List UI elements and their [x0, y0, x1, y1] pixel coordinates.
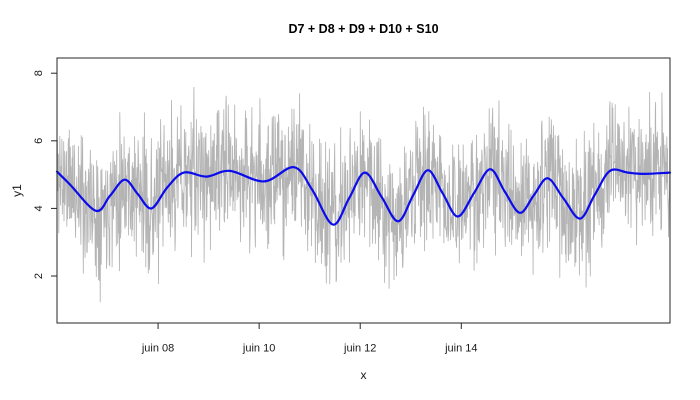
- chart-title: D7 + D8 + D9 + D10 + S10: [288, 22, 438, 36]
- smooth-series-line: [55, 166, 672, 226]
- x-axis: juin 08 juin 10 juin 12 juin 14: [141, 323, 477, 355]
- y-tick-label: 8: [33, 70, 45, 76]
- x-tick-label: juin 10: [242, 343, 275, 355]
- y-tick-label: 4: [33, 205, 45, 211]
- y-tick-label: 2: [33, 273, 45, 279]
- plot-box: [56, 57, 671, 324]
- noisy-series-line: [56, 86, 671, 303]
- plot-series: [55, 86, 672, 303]
- x-tick-label: juin 08: [141, 343, 174, 355]
- x-tick-label: juin 12: [343, 343, 376, 355]
- y-axis-label: y1: [10, 184, 24, 197]
- x-tick-label: juin 14: [444, 343, 477, 355]
- y-tick-label: 6: [33, 138, 45, 144]
- x-axis-label: x: [361, 368, 367, 382]
- y-axis: 2 4 6 8: [33, 70, 57, 279]
